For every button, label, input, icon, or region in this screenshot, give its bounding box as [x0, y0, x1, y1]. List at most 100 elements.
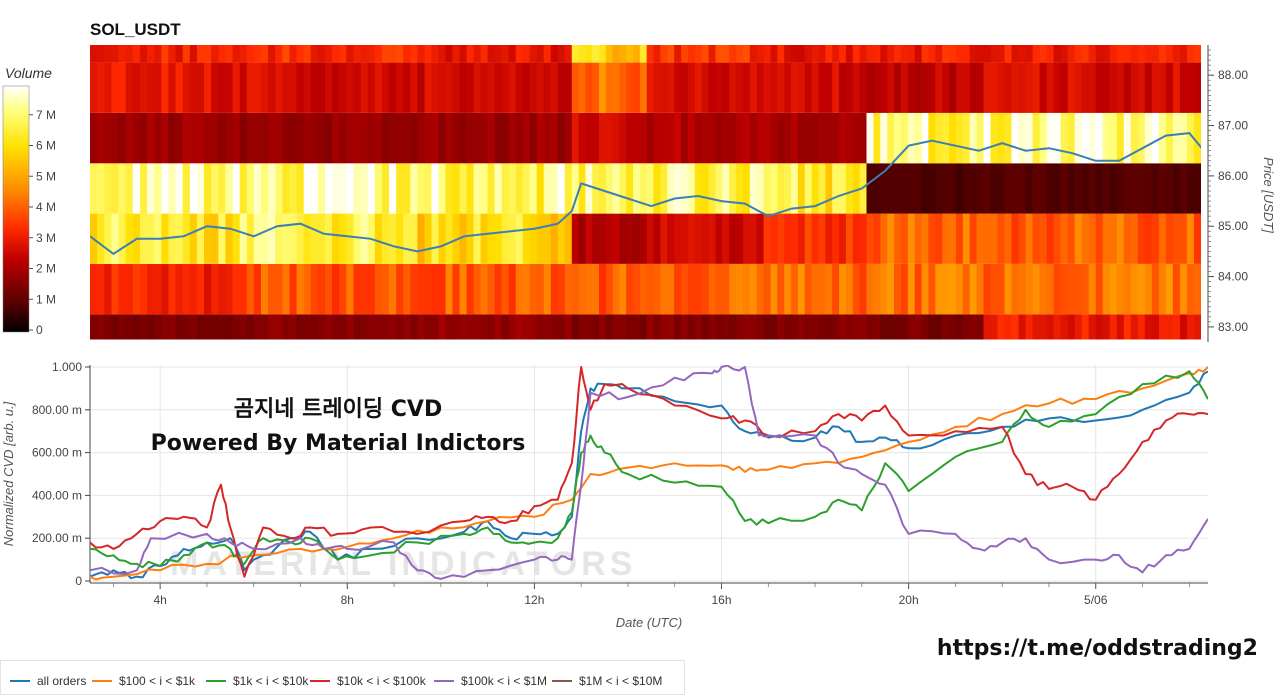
legend-item[interactable]: $1M < i < $10M	[552, 674, 662, 688]
heatmap-cell	[942, 113, 950, 164]
heatmap-cell	[880, 264, 888, 315]
heatmap-cell	[701, 45, 710, 63]
heatmap-cell	[147, 113, 155, 164]
heatmap-cell	[1158, 62, 1167, 113]
heatmap-cell	[626, 314, 634, 340]
heatmap-cell	[743, 45, 751, 63]
heatmap-cell	[1011, 314, 1020, 340]
heatmap-cell	[522, 45, 531, 63]
legend-item[interactable]: $100k < i < $1M	[434, 674, 547, 688]
heatmap-cell	[367, 314, 376, 340]
heatmap-cell	[550, 213, 559, 264]
heatmap-cell	[736, 264, 744, 315]
heatmap-cell	[1109, 314, 1118, 340]
heatmap-cell	[211, 314, 219, 340]
heatmap-cell	[722, 113, 730, 164]
legend-item[interactable]: $10k < i < $100k	[310, 674, 427, 688]
heatmap-cell	[261, 113, 269, 164]
heatmap-cell	[232, 62, 241, 113]
heatmap-cell	[825, 45, 833, 63]
heatmap-cell	[189, 163, 198, 214]
heatmap-cell	[592, 113, 600, 164]
heatmap-cell	[743, 213, 751, 264]
heatmap-cell	[1053, 264, 1062, 315]
heatmap-cell	[990, 213, 999, 264]
heatmap-cell	[211, 264, 219, 315]
heatmap-cell	[928, 213, 936, 264]
heatmap-cell	[976, 314, 985, 340]
heatmap-cell	[653, 213, 661, 264]
heatmap-cell	[770, 314, 778, 340]
heatmap-cell	[374, 113, 383, 164]
heatmap-cell	[1004, 163, 1013, 214]
heatmap-cell	[997, 264, 1006, 315]
heatmap-cell	[438, 45, 447, 63]
heatmap-cell	[1158, 213, 1167, 264]
heatmap-cell	[605, 113, 614, 164]
heatmap-cell	[1081, 163, 1090, 214]
heatmap-cell	[452, 264, 461, 315]
heatmap-cell	[431, 163, 440, 214]
heatmap-cell	[962, 45, 971, 63]
heatmap-cell	[818, 314, 826, 340]
heatmap-cell	[694, 264, 703, 315]
heatmap-cell	[859, 213, 868, 264]
heatmap-cell	[515, 264, 524, 315]
heatmap-cell	[1004, 264, 1013, 315]
heatmap-cell	[1018, 45, 1027, 63]
heatmap-cell	[681, 213, 689, 264]
heatmap-cell	[1116, 113, 1125, 164]
heatmap-cell	[1109, 213, 1118, 264]
heatmap-cell	[543, 314, 552, 340]
heatmap-cell	[1046, 213, 1055, 264]
heatmap-cell	[955, 314, 964, 340]
heatmap-cell	[1194, 62, 1201, 113]
heatmap-cell	[914, 163, 923, 214]
heatmap-cell	[111, 163, 120, 214]
heatmap-cell	[571, 264, 580, 315]
heatmap-cell	[480, 163, 489, 214]
heatmap-cell	[360, 163, 369, 214]
heatmap-cell	[1144, 213, 1153, 264]
heatmap-cell	[612, 314, 620, 340]
heatmap-cell	[466, 62, 475, 113]
heatmap-cell	[811, 113, 820, 164]
heatmap-cell	[928, 163, 936, 214]
heatmap-cell	[777, 163, 785, 214]
telegram-link[interactable]: https://t.me/oddstrading2	[937, 636, 1258, 661]
heatmap-cell	[770, 113, 778, 164]
heatmap-cell	[1011, 163, 1020, 214]
legend-item[interactable]: $1k < i < $10k	[206, 674, 309, 688]
cvd-x-tick-label: 12h	[524, 593, 544, 607]
legend-item[interactable]: all orders	[10, 674, 86, 688]
heatmap-cell	[353, 113, 362, 164]
heatmap-cell	[825, 113, 833, 164]
heatmap-cell	[515, 113, 524, 164]
heatmap-cell	[204, 213, 212, 264]
heatmap-cell	[480, 264, 489, 315]
heatmap-cell	[296, 314, 305, 340]
heatmap-cell	[111, 264, 120, 315]
price-axis-title: Price [USDT]	[1261, 157, 1276, 233]
heatmap-cell	[1046, 62, 1055, 113]
heatmap-cell	[1053, 45, 1062, 63]
legend-item[interactable]: $100 < i < $1k	[92, 674, 196, 688]
heatmap-cell	[353, 45, 362, 63]
heatmap-cell	[332, 45, 340, 63]
heatmap-cell	[417, 213, 425, 264]
heatmap-cell	[196, 314, 205, 340]
heatmap-cell	[715, 163, 723, 214]
heatmap-cell	[332, 113, 340, 164]
heatmap-cell	[729, 62, 737, 113]
heatmap-cell	[1165, 163, 1174, 214]
heatmap-cell	[353, 264, 362, 315]
heatmap-cell	[1095, 314, 1104, 340]
heatmap-cell	[1032, 113, 1041, 164]
heatmap-cell	[935, 45, 943, 63]
heatmap-cell	[942, 264, 950, 315]
heatmap-cell	[1109, 264, 1118, 315]
heatmap-cell	[976, 45, 985, 63]
heatmap-cell	[1025, 163, 1034, 214]
heatmap-cell	[410, 264, 418, 315]
heatmap-cell	[275, 62, 283, 113]
